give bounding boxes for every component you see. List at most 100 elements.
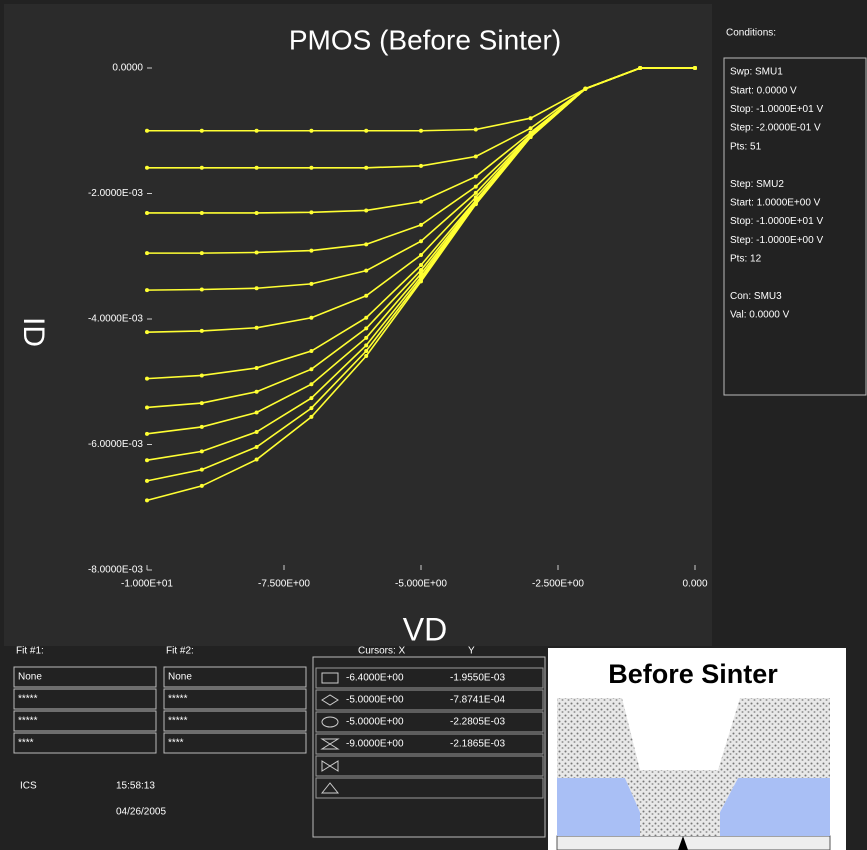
point <box>528 135 533 140</box>
footer-date: 04/26/2005 <box>116 807 166 818</box>
cursor-icon <box>321 672 339 684</box>
fit2-title: Fit #2: <box>166 646 194 657</box>
cursor-row-box <box>315 777 544 799</box>
point <box>419 222 423 227</box>
condition-line: Step: SMU2 <box>730 179 784 190</box>
cursor-y: -7.8741E-04 <box>450 695 505 706</box>
fit-row: **** <box>18 738 34 749</box>
fit-row-box <box>163 732 307 754</box>
point <box>199 483 204 488</box>
point <box>309 128 314 133</box>
cursor-y: -2.2805E-03 <box>450 717 505 728</box>
point <box>309 165 314 170</box>
cursor-row-box <box>315 755 544 777</box>
condition-line: Step: -1.0000E+00 V <box>730 235 823 246</box>
point <box>309 349 314 354</box>
point <box>309 210 314 215</box>
point <box>419 128 423 133</box>
fit-row: ***** <box>18 694 38 705</box>
fit-row-box <box>13 732 157 754</box>
plot: 0.0000 -2.0000E-03 -4.0000E-03 -6.0000E-03 -… <box>88 63 708 590</box>
point <box>199 449 204 454</box>
fit-row: ***** <box>18 716 38 727</box>
footer-app: ICS <box>20 781 37 792</box>
y-tick-label: -2.0000E-03 <box>88 188 143 199</box>
cursor-x: -6.4000E+00 <box>346 673 404 684</box>
point <box>473 190 478 195</box>
point <box>145 251 149 256</box>
cursor-icon <box>320 738 340 750</box>
point <box>364 326 369 331</box>
point <box>254 429 259 434</box>
cursor-x: -5.0000E+00 <box>346 695 404 706</box>
oxide-left <box>557 778 640 836</box>
point <box>254 128 259 133</box>
plot-panel <box>4 4 712 646</box>
point <box>364 349 369 354</box>
point <box>638 66 643 70</box>
cursor-row-box <box>315 711 544 733</box>
cursor-header-x: Cursors: X <box>358 646 406 657</box>
chart-title: PMOS (Before Sinter) <box>289 24 561 55</box>
cursor-row-box <box>315 733 544 755</box>
cursor-icon <box>320 782 340 794</box>
point <box>145 128 149 133</box>
fit-row-box <box>13 688 157 710</box>
point <box>364 293 369 298</box>
x-tick-label: 0.000 <box>682 579 707 590</box>
x-tick-label: -1.000E+01 <box>121 579 173 590</box>
point <box>309 281 314 286</box>
point <box>145 288 149 293</box>
point <box>254 365 259 370</box>
fit-row: ***** <box>168 694 188 705</box>
substrate <box>556 835 831 850</box>
condition-line: Start: 1.0000E+00 V <box>730 198 821 209</box>
point <box>254 410 259 415</box>
point <box>199 424 204 429</box>
fit1-title: Fit #1: <box>16 646 44 657</box>
point <box>199 251 204 256</box>
point <box>473 184 478 189</box>
footer-time: 15:58:13 <box>116 781 155 792</box>
y-tick-label: -4.0000E-03 <box>88 314 143 325</box>
point <box>145 431 149 436</box>
condition-line: Start: 0.0000 V <box>730 85 797 96</box>
point <box>364 165 369 170</box>
point <box>473 127 478 132</box>
point <box>473 174 478 179</box>
point <box>528 116 533 121</box>
point <box>419 163 423 168</box>
cursor-table: -6.4000E+00 -1.9550E-03 -5.0000E+00 -7.8741… <box>315 667 544 799</box>
fit-row: None <box>18 672 42 683</box>
point <box>145 405 149 410</box>
point <box>364 315 369 320</box>
point <box>364 354 369 359</box>
condition-line: Pts: 12 <box>730 254 762 265</box>
point <box>199 328 204 333</box>
point <box>145 498 149 503</box>
point <box>199 467 204 472</box>
point <box>145 330 149 335</box>
point <box>364 343 369 348</box>
point <box>473 202 478 207</box>
point <box>254 389 259 394</box>
x-tick-label: -2.500E+00 <box>532 579 584 590</box>
cursor-icon <box>321 760 339 772</box>
point <box>145 458 149 463</box>
point <box>309 382 314 387</box>
point <box>419 252 423 257</box>
x-axis-label: VD <box>403 611 447 647</box>
point <box>254 286 259 291</box>
metal-layer <box>557 698 830 836</box>
y-axis-label: ID <box>17 317 50 347</box>
point <box>364 128 369 133</box>
fit-row-box <box>13 710 157 732</box>
fit-row: **** <box>168 738 184 749</box>
point <box>309 414 314 419</box>
fit-row-box <box>163 666 307 688</box>
cursor-icon <box>321 694 339 706</box>
condition-line: Stop: -1.0000E+01 V <box>730 216 823 227</box>
point <box>199 128 204 133</box>
point <box>419 268 423 273</box>
